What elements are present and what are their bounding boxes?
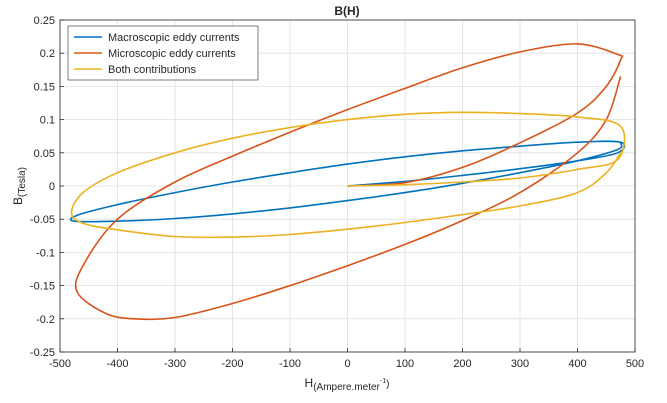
ticks: -500 -400 -300 -200 -100 0 100 200 300 400 500 -0.2… (30, 15, 644, 370)
x-tick-label: -300 (164, 358, 186, 370)
y-tick-label: 0.25 (34, 15, 55, 27)
x-tick-label: 200 (453, 358, 471, 370)
series-line-both (70, 111, 626, 239)
series-group (69, 43, 626, 321)
y-axis-label-main: B (11, 197, 25, 205)
y-axis-label-sub: (Tesla) (17, 167, 28, 197)
y-tick-label: 0 (49, 181, 55, 193)
x-tick-label: -200 (221, 358, 243, 370)
x-tick-label: -400 (106, 358, 128, 370)
x-axis-label-sub: (Ampere.meter (313, 382, 380, 393)
y-axis-label: B(Tesla) (11, 167, 28, 205)
legend-label-macroscopic: Macroscopic eddy currents (108, 32, 240, 44)
legend-label-microscopic: Microscopic eddy currents (108, 48, 236, 60)
y-tick-label: -0.1 (36, 247, 55, 259)
y-tick-label: 0.15 (34, 81, 55, 93)
legend-label-both: Both contributions (108, 64, 197, 76)
x-tick-label: 300 (511, 358, 529, 370)
y-tick-label: 0.2 (40, 48, 55, 60)
x-tick-label: 500 (626, 358, 644, 370)
y-tick-label: -0.2 (36, 314, 55, 326)
legend: Macroscopic eddy currents Microscopic edd… (67, 25, 259, 81)
y-tick-label: -0.05 (30, 214, 55, 226)
y-tick-label: 0.1 (40, 115, 55, 127)
series-line-microscopic (74, 43, 624, 321)
y-tick-label: -0.15 (30, 281, 55, 293)
x-tick-label: -100 (279, 358, 301, 370)
x-axis-label: H(Ampere.meter-1) (305, 376, 390, 393)
x-axis-label-close: ) (386, 379, 389, 390)
y-tick-label: -0.25 (30, 347, 55, 359)
x-axis-label-sup: -1 (380, 378, 386, 385)
series-line-macroscopic (69, 140, 626, 223)
x-axis-label-main: H (305, 376, 314, 390)
x-tick-label: -500 (49, 358, 71, 370)
x-tick-label: 0 (344, 358, 350, 370)
x-tick-label: 100 (396, 358, 414, 370)
chart-title: B(H) (334, 4, 359, 18)
y-tick-label: 0.05 (34, 148, 55, 160)
x-tick-label: 400 (568, 358, 586, 370)
